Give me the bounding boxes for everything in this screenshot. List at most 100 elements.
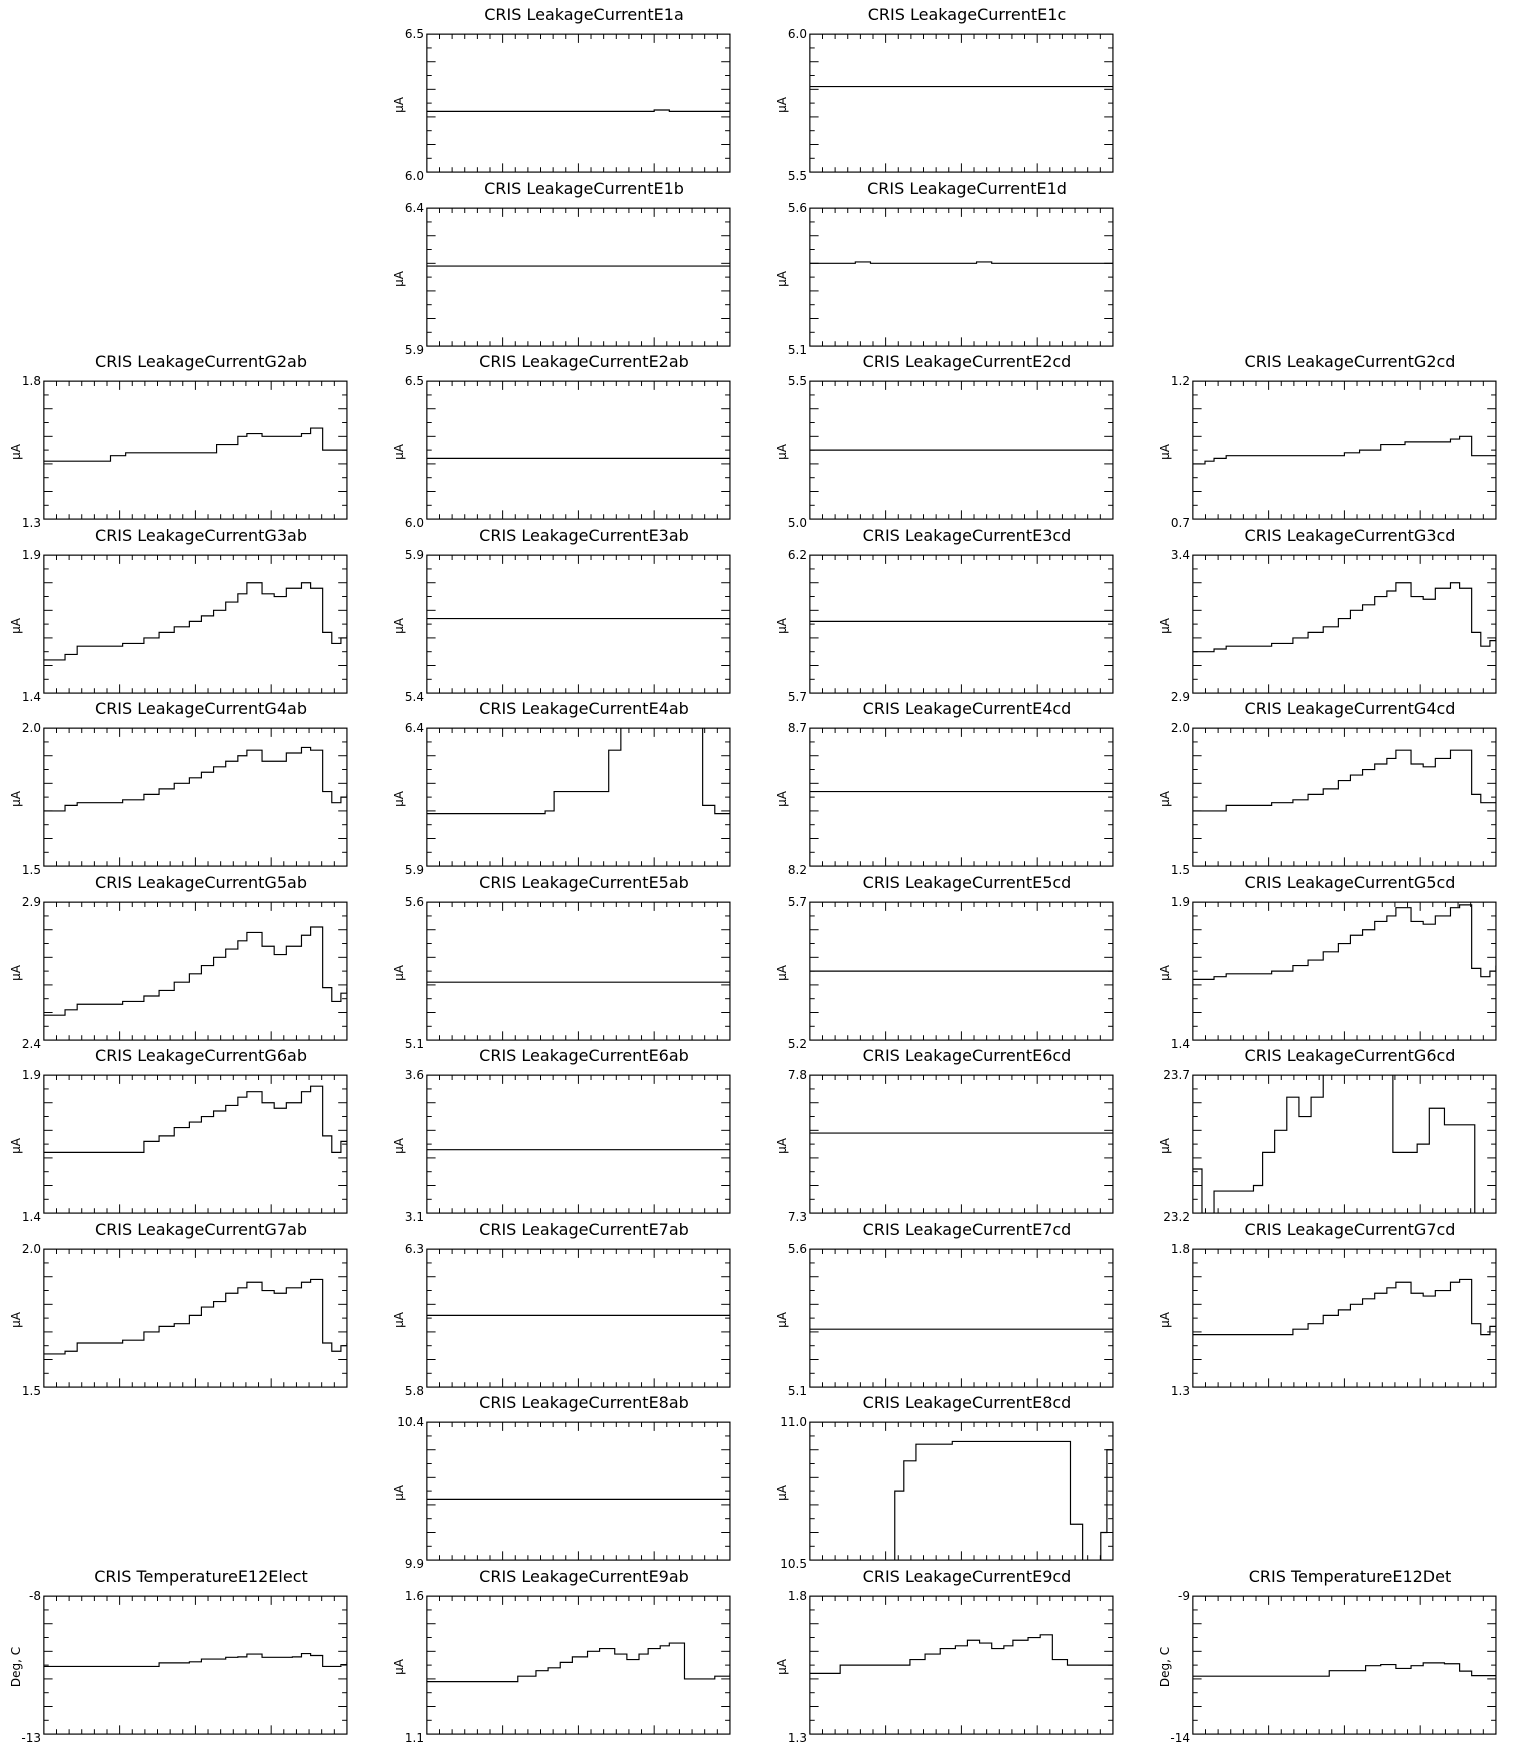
chart-panel-T12D: CRIS TemperatureE12Det -9 -14 Deg, C — [1149, 1567, 1499, 1745]
y-tick-label-bottom: 1.3 — [787, 1731, 807, 1745]
y-axis-label: µA — [8, 1312, 23, 1328]
chart-title: CRIS LeakageCurrentE5cd — [862, 873, 1072, 892]
y-axis-label: µA — [8, 618, 23, 634]
y-axis-label: µA — [774, 271, 789, 287]
plot-area — [809, 1074, 1114, 1214]
plot-frame — [426, 554, 731, 694]
plot-frame — [1192, 727, 1497, 867]
series-line — [43, 427, 347, 462]
y-axis-label: Deg, C — [1158, 1646, 1173, 1688]
y-tick-label-bottom: 7.3 — [787, 1210, 807, 1224]
series-line — [43, 926, 347, 1016]
chart-title: CRIS LeakageCurrentE9ab — [479, 1567, 689, 1586]
y-tick-label-top: 2.9 — [21, 895, 41, 909]
plot-area — [426, 207, 731, 347]
y-tick-label-bottom: 10.5 — [780, 1557, 807, 1571]
y-tick-label-bottom: 2.9 — [1170, 690, 1190, 704]
y-tick-label-top: 6.3 — [404, 1242, 424, 1256]
y-axis-label: Deg, C — [9, 1646, 24, 1688]
y-axis-label: µA — [774, 1659, 789, 1675]
chart-panel-E7cd: CRIS LeakageCurrentE7cd 5.6 5.1 µA — [766, 1220, 1116, 1398]
chart-title: CRIS LeakageCurrentE7cd — [862, 1220, 1072, 1239]
plot-area — [1192, 901, 1497, 1041]
plot-frame — [1192, 901, 1497, 1041]
plot-area — [43, 727, 348, 867]
y-tick-label-top: 5.7 — [787, 895, 807, 909]
series-line — [1192, 1075, 1476, 1214]
chart-panel-E5cd: CRIS LeakageCurrentE5cd 5.7 5.2 µA — [766, 873, 1116, 1051]
chart-title: CRIS LeakageCurrentE2cd — [862, 352, 1072, 371]
y-tick-label-bottom: 1.4 — [21, 690, 41, 704]
y-tick-label-top: 8.7 — [787, 721, 807, 735]
plot-frame — [426, 33, 731, 173]
y-tick-label-bottom: 5.8 — [404, 1384, 424, 1398]
chart-panel-G5ab: CRIS LeakageCurrentG5ab 2.9 2.4 µA — [0, 873, 350, 1051]
plot-frame — [1192, 554, 1497, 694]
series-line — [1192, 435, 1496, 465]
plot-area — [809, 380, 1114, 520]
y-tick-label-top: 1.6 — [404, 1589, 424, 1603]
y-tick-label-top: 6.4 — [404, 201, 424, 215]
series-line — [43, 1085, 347, 1153]
y-tick-label-top: 1.9 — [21, 1068, 41, 1082]
chart-panel-E4ab: CRIS LeakageCurrentE4ab 6.4 5.9 µA — [383, 699, 733, 877]
chart-panel-G6cd: CRIS LeakageCurrentG6cd 23.7 23.2 µA — [1149, 1046, 1499, 1224]
y-axis-label: µA — [774, 1138, 789, 1154]
y-tick-label-top: 1.8 — [787, 1589, 807, 1603]
y-tick-label-top: 5.6 — [787, 201, 807, 215]
plot-frame — [426, 380, 731, 520]
series-line — [809, 261, 1113, 264]
y-tick-label-top: 5.9 — [404, 548, 424, 562]
y-tick-label-bottom: 5.1 — [404, 1037, 424, 1051]
chart-panel-E6ab: CRIS LeakageCurrentE6ab 3.6 3.1 µA — [383, 1046, 733, 1224]
chart-title: CRIS LeakageCurrentE1d — [867, 179, 1067, 198]
plot-area — [809, 33, 1114, 173]
plot-area — [43, 1074, 348, 1214]
chart-title: CRIS LeakageCurrentG5cd — [1244, 873, 1456, 892]
chart-title: CRIS LeakageCurrentG3ab — [95, 526, 307, 545]
chart-panel-E2ab: CRIS LeakageCurrentE2ab 6.5 6.0 µA — [383, 352, 733, 530]
chart-panel-G3cd: CRIS LeakageCurrentG3cd 3.4 2.9 µA — [1149, 526, 1499, 704]
y-tick-label-top: 1.9 — [1170, 895, 1190, 909]
y-axis-label: µA — [391, 791, 406, 807]
y-axis-label: µA — [774, 965, 789, 981]
plot-frame — [426, 727, 731, 867]
chart-title: CRIS LeakageCurrentE1a — [484, 5, 684, 24]
y-tick-label-bottom: 5.1 — [787, 1384, 807, 1398]
chart-title: CRIS LeakageCurrentE3ab — [479, 526, 689, 545]
y-tick-label-bottom: 6.0 — [404, 169, 424, 183]
plot-frame — [809, 1248, 1114, 1388]
chart-title: CRIS LeakageCurrentE3cd — [862, 526, 1072, 545]
chart-title: CRIS LeakageCurrentG2cd — [1244, 352, 1456, 371]
y-axis-label: µA — [8, 1138, 23, 1154]
y-axis-label: µA — [8, 965, 23, 981]
series-line — [1192, 582, 1496, 653]
plot-area — [809, 1248, 1114, 1388]
y-tick-label-bottom: 1.5 — [21, 863, 41, 877]
plot-frame — [426, 207, 731, 347]
plot-frame — [1192, 1595, 1497, 1735]
chart-title: CRIS LeakageCurrentE9cd — [862, 1567, 1072, 1586]
chart-panel-G6ab: CRIS LeakageCurrentG6ab 1.9 1.4 µA — [0, 1046, 350, 1224]
y-axis-label: µA — [774, 791, 789, 807]
chart-panel-E1a: CRIS LeakageCurrentE1a 6.5 6.0 µA — [383, 5, 733, 183]
chart-panel-E4cd: CRIS LeakageCurrentE4cd 8.7 8.2 µA — [766, 699, 1116, 877]
y-axis-label: µA — [774, 1312, 789, 1328]
y-axis-label: µA — [774, 618, 789, 634]
plot-area — [426, 901, 731, 1041]
y-tick-label-bottom: 23.2 — [1163, 1210, 1190, 1224]
chart-title: CRIS LeakageCurrentE6ab — [479, 1046, 689, 1065]
plot-frame — [426, 1421, 731, 1561]
plot-frame — [809, 207, 1114, 347]
y-tick-label-top: 6.5 — [404, 374, 424, 388]
y-axis-label: µA — [391, 1138, 406, 1154]
series-line — [1192, 904, 1496, 980]
chart-title: CRIS LeakageCurrentE2ab — [479, 352, 689, 371]
series-line — [426, 728, 730, 815]
plot-area — [426, 1074, 731, 1214]
plot-area — [1192, 1074, 1497, 1214]
chart-title: CRIS LeakageCurrentG2ab — [95, 352, 307, 371]
plot-frame — [1192, 380, 1497, 520]
y-tick-label-top: 6.0 — [787, 27, 807, 41]
